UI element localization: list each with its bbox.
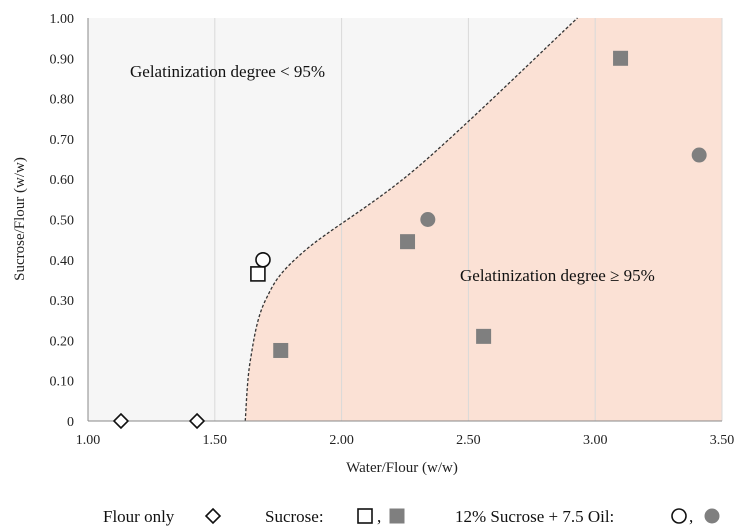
y-tick-label: 0.80 <box>50 93 75 108</box>
data-point-square-filled <box>613 50 629 66</box>
y-tick-label: 1.00 <box>50 12 75 27</box>
x-tick-label: 1.50 <box>203 433 228 448</box>
legend-label-flour-only: Flour only <box>103 507 175 526</box>
data-points <box>112 50 707 430</box>
data-point-diamond-open <box>112 412 130 430</box>
data-point-square-filled <box>476 328 492 344</box>
legend-marker-square-filled <box>389 508 405 524</box>
y-axis-title: Sucrose/Flour (w/w) <box>12 157 28 281</box>
x-tick-labels: 1.00 1.50 2.00 2.50 3.00 3.50 <box>76 433 735 448</box>
region-gelatinized <box>245 18 722 421</box>
y-tick-label: 0.60 <box>50 173 75 188</box>
y-tick-label: 0.10 <box>50 375 75 390</box>
x-tick-label: 3.00 <box>583 433 608 448</box>
y-tick-label: 0.20 <box>50 334 75 349</box>
legend: Flour only Sucrose: , 12% Sucrose + 7.5 … <box>103 507 720 526</box>
legend-marker-square-open <box>357 508 373 524</box>
legend-marker-circle-filled <box>704 508 720 524</box>
legend-separator-sucrose: , <box>377 507 381 526</box>
data-point-square-filled <box>273 342 289 358</box>
data-point-square-open <box>250 266 266 282</box>
y-tick-label: 0.70 <box>50 133 75 148</box>
legend-marker-circle-open <box>671 508 687 524</box>
boundary-line <box>244 17 578 422</box>
legend-label-sucrose: Sucrose: <box>265 507 324 526</box>
y-tick-label: 0.50 <box>50 214 75 229</box>
y-tick-labels: 0 0.10 0.20 0.30 0.40 0.50 0.60 0.70 0.80 0.90 1.0… <box>50 12 75 430</box>
data-point-circle-filled <box>420 212 436 227</box>
region-label-below: Gelatinization degree < 95% <box>130 62 325 81</box>
x-tick-label: 3.50 <box>710 433 735 448</box>
x-axis-title: Water/Flour (w/w) <box>346 460 458 476</box>
x-tick-label: 2.50 <box>456 433 481 448</box>
x-tick-label: 2.00 <box>329 433 354 448</box>
legend-marker-diamond-open <box>204 507 222 525</box>
data-point-square-filled <box>400 234 416 250</box>
legend-separator-sucrose-oil: , <box>689 507 693 526</box>
y-tick-label: 0.40 <box>50 254 75 269</box>
y-tick-label: 0 <box>67 415 74 430</box>
y-tick-label: 0.90 <box>50 52 75 67</box>
chart-regions <box>245 18 722 421</box>
data-point-circle-filled <box>691 147 707 163</box>
data-point-circle-open <box>255 251 271 268</box>
y-tick-label: 0.30 <box>50 294 75 309</box>
boundary-curve <box>244 17 578 422</box>
gridlines <box>214 18 723 421</box>
data-point-diamond-open <box>188 412 206 430</box>
x-tick-label: 1.00 <box>76 433 101 448</box>
legend-label-sucrose-oil: 12% Sucrose + 7.5 Oil: <box>455 507 614 526</box>
region-label-above: Gelatinization degree ≥ 95% <box>460 266 655 285</box>
